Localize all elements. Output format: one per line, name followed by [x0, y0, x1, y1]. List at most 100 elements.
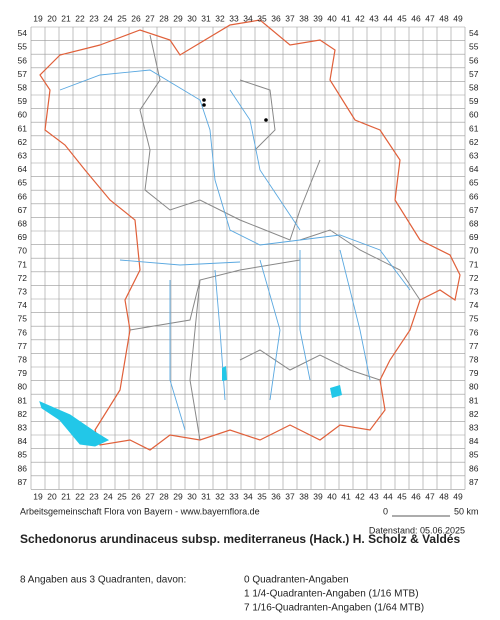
row-label: 80: [18, 382, 28, 392]
column-label: 19: [33, 13, 43, 23]
row-label: 58: [469, 82, 479, 92]
rivers: [59, 69, 411, 431]
row-label: 72: [18, 273, 28, 283]
column-label: 41: [341, 492, 351, 502]
row-label: 65: [18, 178, 28, 188]
column-label: 39: [313, 13, 323, 23]
count-line: 7 1/16-Quadranten-Angaben (1/64 MTB): [244, 603, 424, 614]
row-label: 71: [18, 259, 28, 269]
column-label: 26: [131, 492, 141, 502]
row-label: 64: [469, 164, 479, 174]
row-label: 71: [469, 259, 479, 269]
row-label: 79: [469, 368, 479, 378]
column-label: 49: [453, 13, 463, 23]
column-label: 35: [257, 492, 267, 502]
row-label: 55: [469, 42, 479, 52]
row-label: 85: [469, 450, 479, 460]
row-label: 63: [469, 150, 479, 160]
column-label: 30: [187, 492, 197, 502]
column-label: 32: [215, 13, 225, 23]
column-label: 21: [61, 13, 71, 23]
row-label: 59: [469, 96, 479, 106]
row-label: 75: [469, 314, 479, 324]
column-label: 37: [285, 13, 295, 23]
row-label: 69: [469, 232, 479, 242]
column-label: 33: [229, 13, 239, 23]
row-label: 68: [18, 218, 28, 228]
row-label: 86: [469, 463, 479, 473]
column-label: 30: [187, 13, 197, 23]
row-label: 66: [18, 191, 28, 201]
district-borders: [129, 34, 421, 441]
row-label: 83: [18, 422, 28, 432]
column-label: 27: [145, 492, 155, 502]
row-label: 84: [18, 436, 28, 446]
column-label: 36: [271, 13, 281, 23]
column-label: 43: [369, 13, 379, 23]
column-label: 24: [103, 13, 113, 23]
row-label: 78: [18, 354, 28, 364]
column-label: 39: [313, 492, 323, 502]
row-label: 85: [18, 450, 28, 460]
column-label: 29: [173, 492, 183, 502]
column-label: 45: [397, 13, 407, 23]
column-label: 49: [453, 492, 463, 502]
row-label: 58: [18, 82, 28, 92]
count-line: 0 Quadranten-Angaben: [244, 575, 349, 586]
column-label: 47: [425, 492, 435, 502]
scale-start: 0: [383, 506, 388, 516]
row-label: 70: [469, 246, 479, 256]
column-label: 34: [243, 13, 253, 23]
column-label: 22: [75, 492, 85, 502]
column-label: 27: [145, 13, 155, 23]
row-label: 64: [18, 164, 28, 174]
row-label: 63: [18, 150, 28, 160]
column-label: 44: [383, 13, 393, 23]
row-label: 79: [18, 368, 28, 378]
row-label: 62: [18, 137, 28, 147]
title: Schedonorus arundinaceus subsp. mediterr…: [20, 532, 460, 546]
column-label: 32: [215, 492, 225, 502]
row-label: 74: [18, 300, 28, 310]
grid: [30, 26, 466, 490]
row-label: 68: [469, 218, 479, 228]
column-label: 46: [411, 13, 421, 23]
lake-chiemsee: [330, 385, 342, 398]
column-label: 22: [75, 13, 85, 23]
row-label: 74: [469, 300, 479, 310]
column-label: 44: [383, 492, 393, 502]
column-label: 23: [89, 492, 99, 502]
row-label: 87: [469, 477, 479, 487]
column-label: 25: [117, 13, 127, 23]
column-label: 31: [201, 13, 211, 23]
row-label: 61: [18, 123, 28, 133]
column-label: 24: [103, 492, 113, 502]
column-label: 20: [47, 492, 57, 502]
row-label: 59: [18, 96, 28, 106]
row-label: 66: [469, 191, 479, 201]
row-label: 62: [469, 137, 479, 147]
column-label: 42: [355, 13, 365, 23]
row-label: 82: [18, 409, 28, 419]
row-label: 57: [18, 69, 28, 79]
column-label: 45: [397, 492, 407, 502]
column-label: 47: [425, 13, 435, 23]
scale-end: 50 km: [454, 506, 479, 516]
row-label: 69: [18, 232, 28, 242]
column-label: 34: [243, 492, 253, 502]
row-label: 77: [18, 341, 28, 351]
column-label: 31: [201, 492, 211, 502]
row-label: 57: [469, 69, 479, 79]
column-label: 20: [47, 13, 57, 23]
row-label: 83: [469, 422, 479, 432]
row-label: 87: [18, 477, 28, 487]
column-label: 37: [285, 492, 295, 502]
record-dot: [202, 103, 206, 107]
column-label: 33: [229, 492, 239, 502]
row-label: 72: [469, 273, 479, 283]
credit: Arbeitsgemeinschaft Flora von Bayern - w…: [20, 506, 260, 516]
row-label: 67: [469, 205, 479, 215]
column-label: 21: [61, 492, 71, 502]
row-label: 65: [469, 178, 479, 188]
